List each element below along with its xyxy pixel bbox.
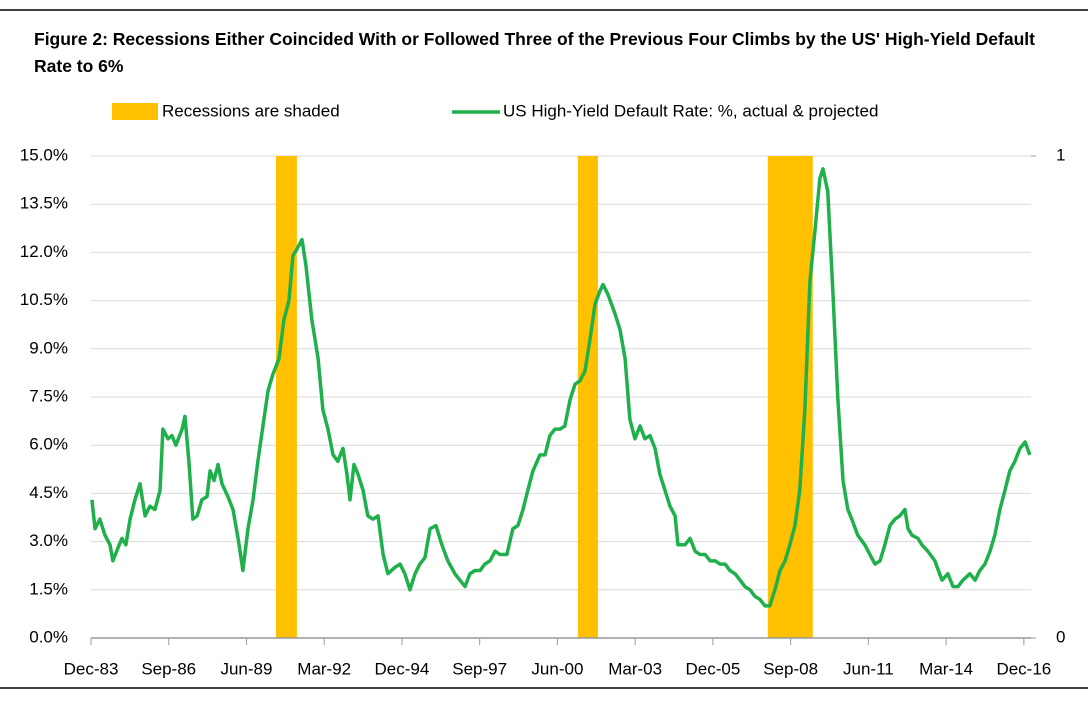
y-tick-label: 6.0%: [29, 435, 68, 454]
x-tick-label: Sep-08: [763, 659, 818, 678]
x-tick-label: Sep-97: [452, 659, 507, 678]
y-tick-label: 15.0%: [20, 145, 68, 164]
legend-label: Recessions are shaded: [162, 101, 340, 120]
x-tick-label: Mar-03: [608, 659, 662, 678]
x-tick-label: Dec-16: [996, 659, 1051, 678]
y-tick-label: 0.0%: [29, 627, 68, 646]
legend-label: US High-Yield Default Rate: %, actual & …: [503, 101, 878, 120]
y-tick-label: 9.0%: [29, 338, 68, 357]
y-tick-label: 3.0%: [29, 531, 68, 550]
x-tick-label: Jun-00: [531, 659, 583, 678]
y-tick-label: 1.5%: [29, 579, 68, 598]
x-tick-label: Mar-92: [297, 659, 351, 678]
recession-band: [275, 156, 297, 638]
x-tick-label: Sep-86: [141, 659, 196, 678]
x-tick-label: Jun-89: [220, 659, 272, 678]
y2-tick-label: 0: [1056, 627, 1065, 646]
x-tick-label: Dec-83: [64, 659, 119, 678]
y2-tick-label: 1: [1056, 145, 1065, 164]
recession-band: [577, 156, 598, 638]
y-tick-label: 7.5%: [29, 386, 68, 405]
y-tick-label: 10.5%: [20, 290, 68, 309]
y-tick-label: 4.5%: [29, 483, 68, 502]
legend-swatch: [112, 103, 158, 120]
x-tick-label: Dec-05: [685, 659, 740, 678]
y-tick-label: 13.5%: [20, 194, 68, 213]
default-rate-line: [90, 167, 1032, 608]
chart-title: Figure 2: Recessions Either Coincided Wi…: [34, 29, 1035, 76]
x-tick-label: Dec-94: [375, 659, 430, 678]
y-tick-label: 12.0%: [20, 242, 68, 261]
x-tick-label: Jun-11: [843, 659, 894, 678]
x-tick-label: Mar-14: [919, 659, 973, 678]
